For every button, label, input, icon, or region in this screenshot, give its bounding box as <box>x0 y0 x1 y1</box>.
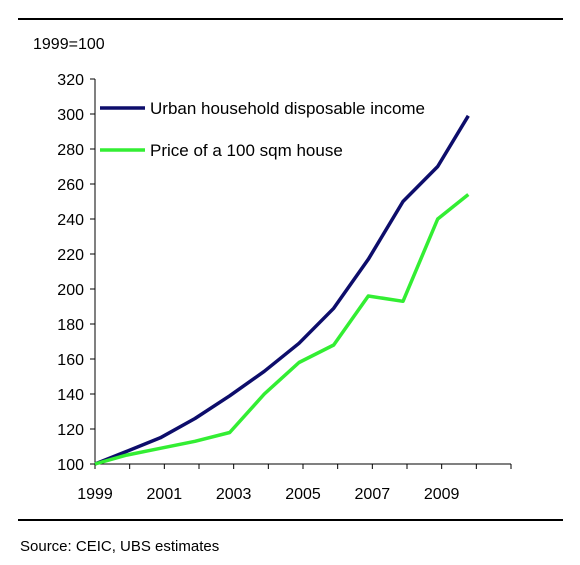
y-tick-label: 200 <box>57 282 84 299</box>
source-note: Source: CEIC, UBS estimates <box>20 538 220 555</box>
legend-label: Urban household disposable income <box>150 99 425 118</box>
y-tick-label: 280 <box>57 142 84 159</box>
y-tick-label: 300 <box>57 107 84 124</box>
x-tick-label: 2009 <box>424 486 460 503</box>
y-tick-label: 120 <box>57 422 84 439</box>
bottom-rule <box>18 519 563 521</box>
unit-label: 1999=100 <box>33 36 105 53</box>
y-tick-label: 320 <box>57 72 84 89</box>
top-rule <box>18 18 563 20</box>
x-tick-label: 2007 <box>355 486 391 503</box>
x-tick-label: 2005 <box>285 486 321 503</box>
x-tick-label: 2003 <box>216 486 252 503</box>
x-axis-ticks: 1999 2001 2003 2005 2007 2009 <box>77 464 512 503</box>
y-tick-label: 260 <box>57 177 84 194</box>
y-tick-label: 160 <box>57 352 84 369</box>
series-line <box>94 193 470 466</box>
series-line <box>94 114 470 466</box>
y-tick-label: 100 <box>57 457 84 474</box>
y-tick-label: 240 <box>57 212 84 229</box>
line-chart: 1999=100 100 120 140 160 180 200 220 240 260 280 3… <box>33 36 512 503</box>
chart-axes <box>94 79 511 465</box>
legend: Urban household disposable income Price o… <box>100 99 425 160</box>
x-tick-label: 1999 <box>77 486 113 503</box>
y-axis-ticks: 100 120 140 160 180 200 220 240 260 280 300 320 <box>57 72 95 474</box>
y-tick-label: 220 <box>57 247 84 264</box>
y-tick-label: 140 <box>57 387 84 404</box>
legend-label: Price of a 100 sqm house <box>150 141 343 160</box>
x-tick-label: 2001 <box>147 486 183 503</box>
series-lines <box>94 114 470 466</box>
y-tick-label: 180 <box>57 317 84 334</box>
